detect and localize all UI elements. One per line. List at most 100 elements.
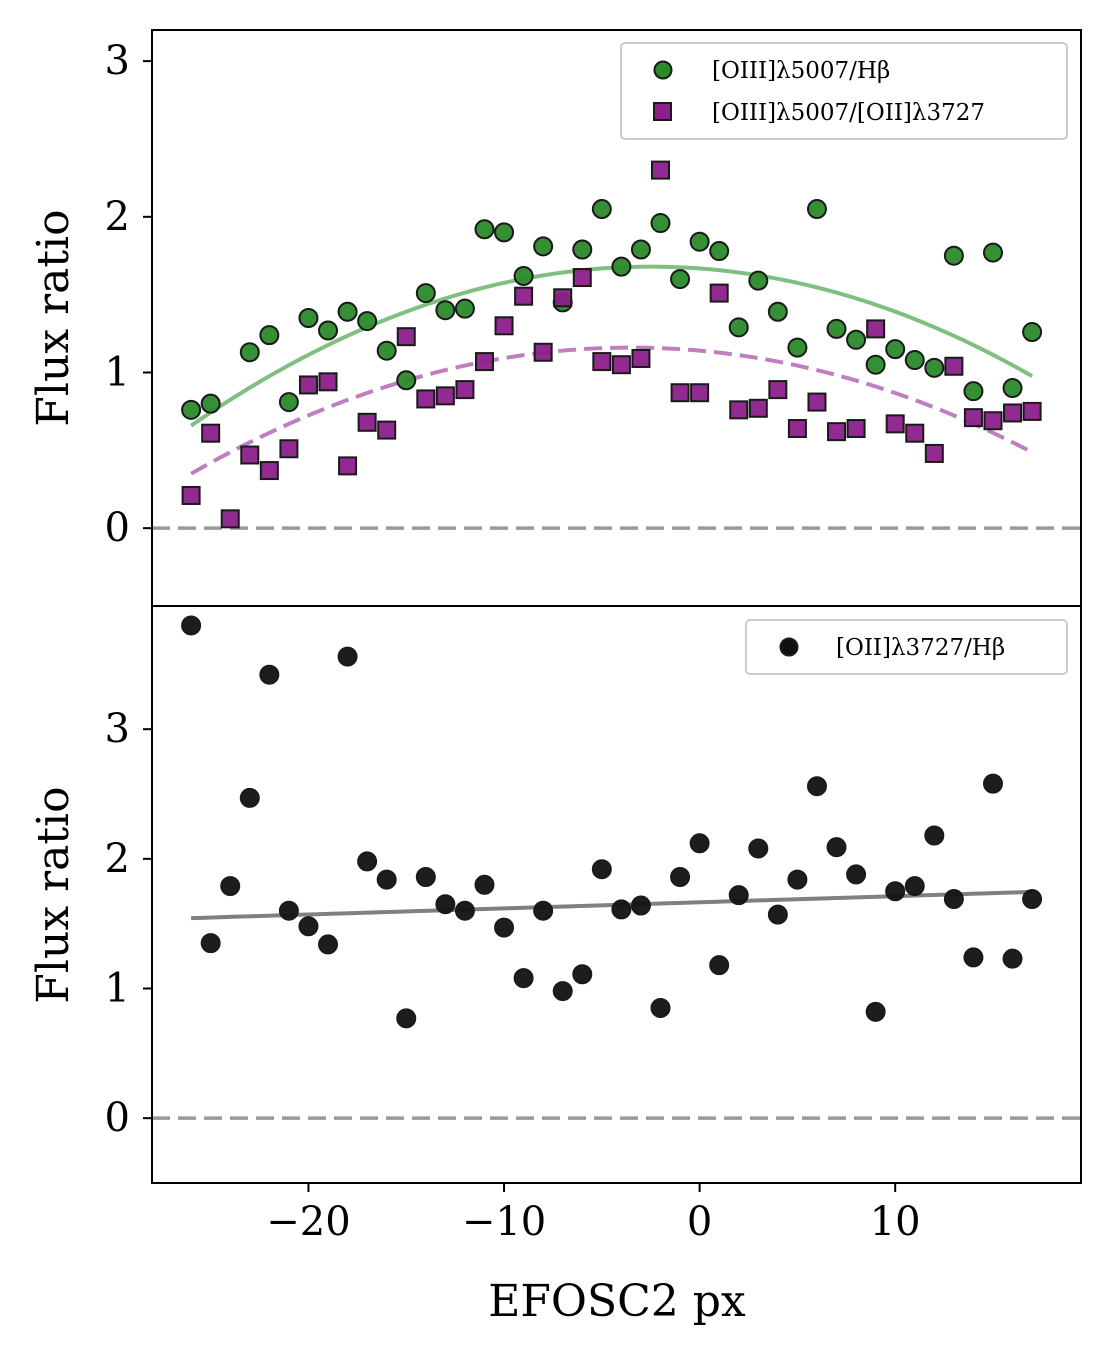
top-point-s0-8	[357, 311, 378, 332]
top-point-s0-41	[1002, 378, 1023, 399]
top-point-s1-32	[807, 392, 827, 412]
top-point-s1-42	[1003, 403, 1023, 423]
bottom-point-s0-2	[220, 876, 241, 897]
top-point-s1-29	[748, 398, 768, 418]
bottom-point-s0-26	[689, 833, 710, 854]
top-point-s1-2	[220, 509, 240, 529]
top-point-s1-39	[944, 356, 964, 376]
bottom-legend-box	[745, 619, 1068, 675]
top-point-s1-7	[318, 372, 338, 392]
xtick-label: −10	[462, 1199, 546, 1245]
bottom-panel: 0 1 2 3 −20 −10 0 10 Flux ratio EFOSC2 px [OII…	[28, 615, 1081, 1327]
bottom-ytick-label: 2	[105, 836, 130, 882]
top-point-s0-9	[376, 340, 397, 361]
bottom-point-s0-38	[924, 825, 945, 846]
top-point-s0-12	[435, 300, 456, 321]
top-point-s1-14	[455, 380, 475, 400]
bottom-point-s0-32	[806, 776, 827, 797]
top-point-s0-5	[298, 308, 319, 328]
top-point-s1-28	[729, 400, 749, 420]
top-point-s0-33	[846, 329, 867, 350]
top-point-s1-15	[474, 352, 494, 372]
top-point-s1-19	[553, 288, 573, 308]
bottom-point-s0-21	[591, 859, 612, 880]
bottom-point-s0-8	[337, 646, 358, 667]
bottom-ytick-label: 3	[105, 706, 130, 752]
top-point-s1-21	[592, 352, 612, 372]
top-point-s0-10	[396, 370, 417, 391]
bottom-point-s0-20	[572, 964, 593, 985]
top-point-s0-7	[337, 301, 358, 322]
bottom-point-s0-33	[826, 837, 847, 858]
bottom-legend: [OII]λ3727/Hβ	[745, 619, 1068, 675]
bottom-point-s0-23	[630, 895, 651, 916]
bottom-point-s0-37	[904, 876, 925, 897]
top-point-s0-17	[533, 236, 554, 257]
bottom-point-s0-19	[552, 981, 573, 1002]
bottom-point-s0-5	[278, 900, 299, 921]
top-point-s1-5	[279, 439, 299, 459]
legend-marker-oii-hbeta	[779, 637, 799, 657]
bottom-point-s0-14	[454, 900, 475, 921]
legend-label-oii-hbeta: [OII]λ3727/Hβ	[836, 635, 1005, 661]
top-point-s1-0	[181, 485, 201, 505]
top-legend: [OIII]λ5007/Hβ [OIII]λ5007/[OII]λ3727	[620, 42, 1068, 140]
bottom-point-s0-39	[943, 889, 964, 910]
bottom-point-s0-6	[298, 916, 319, 937]
legend-marker-oiii-oii	[653, 102, 672, 121]
top-point-s0-16	[513, 265, 534, 286]
top-ytick-label: 2	[105, 194, 130, 240]
top-point-s1-12	[416, 389, 436, 409]
top-point-s1-41	[983, 411, 1003, 431]
top-point-s1-25	[670, 383, 690, 403]
top-point-s0-19	[572, 239, 593, 260]
top-point-s0-24	[670, 269, 691, 290]
top-point-s0-21	[611, 256, 632, 277]
top-point-s1-35	[866, 319, 886, 339]
top-point-s1-6	[298, 375, 318, 395]
bottom-point-s0-22	[611, 899, 632, 920]
xtick-label: 0	[687, 1199, 712, 1245]
top-y-axis-label: Flux ratio	[28, 209, 79, 426]
top-point-s0-2	[239, 342, 260, 363]
bottom-point-s0-35	[865, 1001, 886, 1022]
legend-marker-oiii-hbeta	[653, 60, 673, 80]
bottom-point-s0-18	[533, 900, 554, 921]
top-point-s0-15	[494, 222, 515, 243]
top-point-s0-32	[826, 318, 847, 339]
bottom-point-s0-29	[748, 838, 769, 859]
bottom-point-s0-3	[239, 787, 260, 808]
bottom-point-s0-1	[200, 933, 221, 954]
top-point-s1-34	[846, 419, 866, 439]
top-point-s0-29	[767, 301, 788, 322]
bottom-point-s0-40	[963, 947, 984, 968]
top-point-s1-11	[396, 327, 416, 347]
bottom-point-s0-17	[513, 968, 534, 989]
bottom-point-s0-9	[357, 851, 378, 872]
top-plot-area	[152, 160, 1081, 530]
top-point-s0-36	[904, 350, 925, 371]
top-point-s0-4	[278, 392, 299, 413]
bottom-axes-frame	[151, 605, 1082, 1184]
x-axis-label: EFOSC2 px	[488, 1276, 746, 1327]
top-point-s1-27	[709, 283, 729, 303]
top-point-s0-35	[885, 339, 906, 360]
top-point-s1-4	[259, 461, 279, 481]
top-point-s0-37	[924, 357, 945, 378]
legend-label-oiii-oii: [OIII]λ5007/[OII]λ3727	[712, 100, 985, 126]
legend-label-oiii-hbeta: [OIII]λ5007/Hβ	[712, 58, 890, 84]
top-ytick-label: 3	[105, 38, 130, 84]
top-point-s0-22	[630, 239, 651, 260]
top-point-s0-42	[1022, 322, 1043, 343]
bottom-point-s0-13	[435, 894, 456, 915]
top-point-s1-36	[885, 414, 905, 434]
bottom-point-s0-36	[885, 881, 906, 902]
top-y-ticks: 0 1 2 3	[105, 38, 152, 551]
top-point-s0-13	[454, 298, 475, 319]
top-fit-line-1	[190, 345, 1034, 476]
top-point-s1-38	[924, 443, 944, 463]
top-point-s1-3	[240, 445, 260, 465]
top-point-s1-24	[651, 160, 671, 180]
top-point-s1-40	[963, 408, 983, 428]
